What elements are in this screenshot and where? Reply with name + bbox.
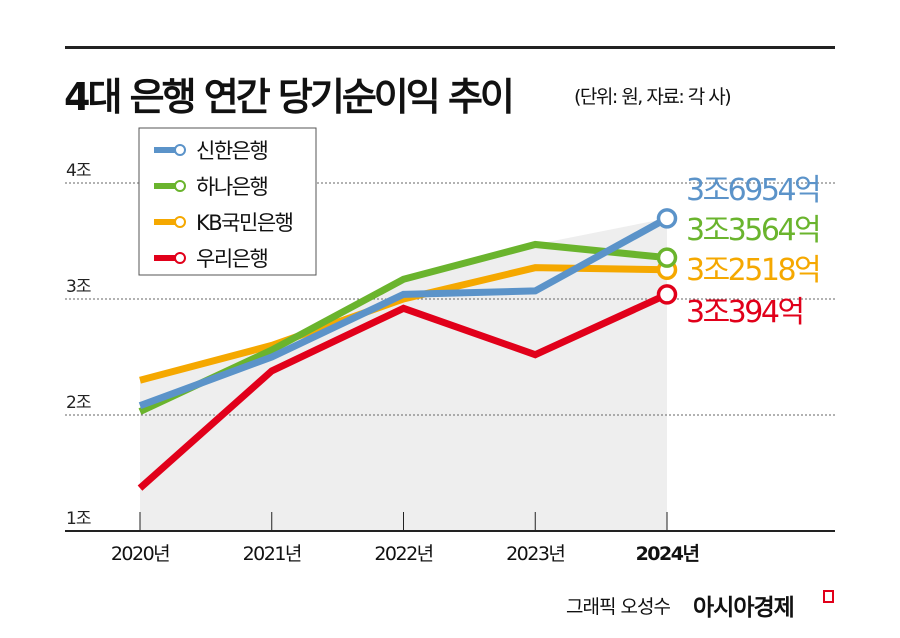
end-label-2: 3조2518억 <box>686 253 819 288</box>
x-tick-label: 2024년 <box>636 543 699 565</box>
series-line-3 <box>137 291 669 491</box>
shaded-area <box>140 218 667 531</box>
end-marker-3 <box>656 284 678 305</box>
y-tick-label: 4조 <box>66 161 91 181</box>
end-label-0: 3조6954억 <box>686 173 819 208</box>
graphic-credit: 그래픽 오성수 <box>566 596 671 618</box>
legend-marker <box>174 180 186 192</box>
legend-label: KB국민은행 <box>196 211 293 235</box>
chart-title: 4대 은행 연간 당기순이익 추이 <box>64 75 515 119</box>
unit-note: (단위: 원, 자료: 각 사) <box>574 86 732 108</box>
x-tick-label: 2021년 <box>243 543 301 565</box>
legend-marker <box>174 216 186 228</box>
legend-marker <box>174 144 186 156</box>
x-tick-label: 2020년 <box>111 543 169 565</box>
end-label-3: 3조394억 <box>686 295 803 330</box>
top-rule <box>65 46 835 49</box>
legend-label: 우리은행 <box>196 247 267 271</box>
legend-marker <box>174 252 186 264</box>
legend-label: 신한은행 <box>196 139 267 163</box>
brand-logo: 아시아경제 <box>693 595 795 621</box>
end-label-1: 3조3564억 <box>686 213 819 248</box>
brand-mark-icon <box>823 590 834 603</box>
legend-label: 하나은행 <box>196 175 267 199</box>
end-marker-0 <box>656 208 678 229</box>
series-line-0 <box>138 215 669 410</box>
y-tick-label: 3조 <box>66 277 91 297</box>
x-tick-label: 2022년 <box>374 543 432 565</box>
y-tick-label: 2조 <box>66 393 91 413</box>
x-tick-label: 2023년 <box>506 543 564 565</box>
y-tick-label: 1조 <box>66 509 91 529</box>
end-marker-1 <box>656 247 678 268</box>
